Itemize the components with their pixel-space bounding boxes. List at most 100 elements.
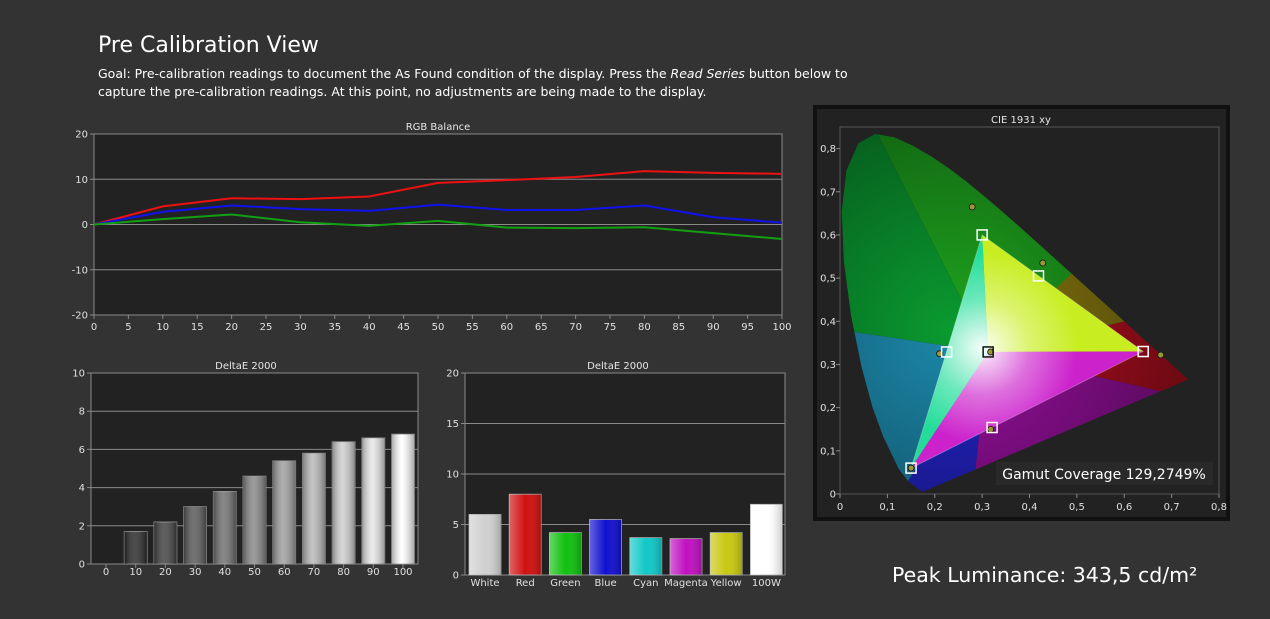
cie-x-tick-label: 0,1 <box>879 502 895 513</box>
deltae-grayscale-bar-shading <box>183 506 207 564</box>
cie-y-tick-label: 0,3 <box>820 360 836 371</box>
deltae-grayscale-bar-shading <box>272 460 296 564</box>
deltae-colors-y-tick-label: 20 <box>446 369 459 380</box>
rgb-x-tick-label: 85 <box>672 322 685 333</box>
cie-y-tick-label: 0,1 <box>820 446 836 457</box>
rgb-series-line <box>93 203 783 226</box>
deltae-colors-x-tick-label: Cyan <box>633 578 658 589</box>
peak-luminance: Peak Luminance: 343,5 cd/m² <box>892 563 1198 587</box>
deltae-grayscale-x-tick-label: 0 <box>103 567 109 578</box>
rgb-x-tick-label: 30 <box>294 322 307 333</box>
deltae-colors-bar-shading <box>589 519 622 575</box>
measured-point-marker <box>968 203 976 211</box>
deltae-colors-x-tick-label: Magenta <box>664 578 708 589</box>
cie-y-tick-label: 0,4 <box>820 317 836 328</box>
deltae-colors-y-tick-label: 15 <box>446 419 459 430</box>
cie-x-tick-label: 0 <box>837 502 843 513</box>
rgb-y-tick-label: 0 <box>82 220 88 231</box>
cie-x-tick-label: 0,5 <box>1069 502 1085 513</box>
deltae-grayscale-x-tick-label: 30 <box>189 567 202 578</box>
deltae-grayscale-x-tick-label: 40 <box>218 567 231 578</box>
rgb-x-tick-label: 25 <box>260 322 273 333</box>
deltae-colors-y-tick-label: 10 <box>446 470 459 481</box>
deltae-grayscale-y-tick-label: 10 <box>72 369 85 380</box>
cie-x-tick-label: 0,7 <box>1164 502 1180 513</box>
rgb-x-tick-label: 55 <box>466 322 479 333</box>
goal-description: Goal: Pre-calibration readings to docume… <box>98 65 858 101</box>
deltae-grayscale-x-tick-label: 50 <box>248 567 261 578</box>
gamut-coverage-box <box>996 462 1213 485</box>
rgb-chart-title: RGB Balance <box>406 122 471 133</box>
rgb-x-tick-label: 90 <box>707 322 720 333</box>
rgb-x-tick-label: 50 <box>432 322 445 333</box>
deltae-colors-bar-shading <box>710 532 743 575</box>
deltae-colors-x-tick-label: Red <box>516 578 535 589</box>
rgb-x-tick-label: 80 <box>638 322 651 333</box>
gamut-triangle-outline <box>910 234 1145 470</box>
cie-x-tick-label: 0,3 <box>974 502 990 513</box>
target-point-marker <box>940 346 953 358</box>
goal-text-emphasis: Read Series <box>670 66 745 81</box>
rgb-x-tick-label: 20 <box>225 322 238 333</box>
deltae-colors-x-tick-label: Yellow <box>710 578 742 589</box>
rgb-x-tick-label: 65 <box>535 322 548 333</box>
deltae-grayscale-bar-shading <box>213 491 237 564</box>
cie-y-tick-label: 0 <box>830 490 836 501</box>
deltae-colors-bar-shading <box>469 514 501 575</box>
target-point-marker <box>976 229 988 241</box>
deltae-colors-y-tick-label: 5 <box>453 520 459 531</box>
deltae-grayscale-y-tick-label: 0 <box>79 560 85 571</box>
measured-point-marker <box>1157 351 1165 359</box>
rgb-y-tick-label: -20 <box>72 311 88 322</box>
deltae-colors-bar-shading <box>549 532 582 575</box>
cie-y-tick-label: 0,7 <box>820 187 836 198</box>
rgb-x-tick-label: 45 <box>397 322 410 333</box>
rgb-x-tick-label: 5 <box>125 322 131 333</box>
deltae-colors-bar-shading <box>509 494 542 575</box>
deltae-grayscale-x-tick-label: 10 <box>129 567 142 578</box>
deltae-colors-x-tick-label: Blue <box>595 578 617 589</box>
target-point-marker <box>982 346 994 358</box>
target-point-marker <box>1137 345 1149 358</box>
deltae-colors-x-tick-label: 100W <box>752 578 781 589</box>
rgb-y-tick-label: 20 <box>75 130 88 141</box>
deltae-grayscale-bar-shading <box>391 434 415 564</box>
rgb-x-tick-label: 35 <box>328 322 341 333</box>
cie-x-tick-label: 0,2 <box>927 502 943 513</box>
rgb-series-line <box>93 170 783 226</box>
deltae-grayscale-bar-shading <box>243 476 266 564</box>
rgb-x-tick-label: 0 <box>91 322 97 333</box>
goal-text-prefix: Goal: Pre-calibration readings to docume… <box>98 66 671 81</box>
deltae-grayscale-bar-shading <box>153 521 177 564</box>
deltae-grayscale-bar-shading <box>124 531 148 564</box>
cie-x-tick-label: 0,8 <box>1211 502 1227 513</box>
deltae-colors-bar-shading <box>750 504 783 575</box>
deltae-colors-y-tick-label: 0 <box>453 571 459 582</box>
deltae-grayscale-x-tick-label: 60 <box>278 567 291 578</box>
cie-y-tick-label: 0,6 <box>820 230 836 241</box>
gamut-coverage-label: Gamut Coverage 129,2749% <box>1002 467 1206 483</box>
cie-x-tick-label: 0,6 <box>1116 502 1132 513</box>
measured-point-marker <box>907 464 915 472</box>
target-point-marker <box>905 462 917 474</box>
deltae-grayscale-x-tick-label: 20 <box>159 567 172 578</box>
target-point-marker <box>986 421 998 434</box>
deltae-grayscale-y-tick-label: 6 <box>79 445 85 456</box>
deltae-grayscale-title: DeltaE 2000 <box>215 361 277 372</box>
rgb-series-line <box>93 213 783 240</box>
measured-point-marker <box>1039 259 1047 267</box>
deltae-grayscale-x-tick-label: 90 <box>367 567 380 578</box>
rgb-x-tick-label: 70 <box>569 322 582 333</box>
deltae-grayscale-bar-shading <box>302 453 326 564</box>
rgb-x-tick-label: 75 <box>604 322 617 333</box>
deltae-grayscale-bar-shading <box>361 437 385 564</box>
gamut-white-glow <box>911 234 1144 469</box>
deltae-grayscale-x-tick-label: 100 <box>393 567 412 578</box>
deltae-colors-bar-shading <box>629 537 662 575</box>
deltae-grayscale-y-tick-label: 8 <box>79 407 85 418</box>
rgb-x-tick-label: 10 <box>156 322 169 333</box>
